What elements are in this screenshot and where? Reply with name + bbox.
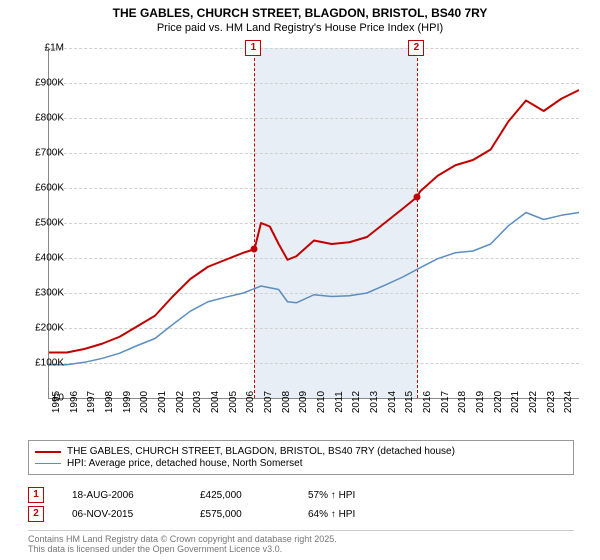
x-tick-label: 2011 [334,391,345,413]
sale-point [414,193,421,200]
x-tick-label: 2019 [475,391,486,413]
sale-date: 06-NOV-2015 [72,509,172,520]
y-tick-label: £100K [20,358,64,369]
footer-line-2: This data is licensed under the Open Gov… [28,544,574,554]
y-tick-label: £1M [20,43,64,54]
series-line [49,90,579,353]
sale-price: £425,000 [200,490,280,501]
x-tick-label: 2001 [157,391,168,413]
x-tick-label: 1997 [86,391,97,413]
sale-delta: 64% ↑ HPI [308,509,355,520]
x-tick-label: 2012 [351,391,362,413]
y-tick-label: £700K [20,148,64,159]
series-line [49,213,579,365]
x-tick-label: 2005 [228,391,239,413]
x-tick-label: 1999 [122,391,133,413]
y-tick-label: £200K [20,323,64,334]
sale-delta: 57% ↑ HPI [308,490,355,501]
footer-line-1: Contains HM Land Registry data © Crown c… [28,534,574,544]
x-tick-label: 1995 [51,391,62,413]
sale-row-marker: 2 [28,506,44,522]
chart-subtitle: Price paid vs. HM Land Registry's House … [0,22,600,38]
y-tick-label: £800K [20,113,64,124]
x-tick-label: 2006 [245,391,256,413]
sale-row-marker: 1 [28,487,44,503]
x-tick-label: 2020 [493,391,504,413]
y-tick-label: £300K [20,288,64,299]
x-tick-label: 2002 [175,391,186,413]
legend-box: THE GABLES, CHURCH STREET, BLAGDON, BRIS… [28,440,574,475]
y-tick-label: £900K [20,78,64,89]
legend-swatch [35,463,61,464]
y-tick-label: £400K [20,253,64,264]
x-tick-label: 1998 [104,391,115,413]
x-tick-label: 2003 [192,391,203,413]
sales-table: 1 18-AUG-2006 £425,000 57% ↑ HPI 2 06-NOV-201… [28,484,355,525]
y-tick-label: £500K [20,218,64,229]
sale-marker-box: 1 [245,40,261,56]
footer-attribution: Contains HM Land Registry data © Crown c… [28,530,574,554]
x-tick-label: 2009 [298,391,309,413]
sale-row: 1 18-AUG-2006 £425,000 57% ↑ HPI [28,487,355,503]
x-tick-label: 2024 [563,391,574,413]
x-tick-label: 2015 [404,391,415,413]
x-tick-label: 2023 [546,391,557,413]
x-tick-label: 2010 [316,391,327,413]
x-tick-label: 2016 [422,391,433,413]
chart-lines [49,48,579,398]
x-tick-label: 2021 [510,391,521,413]
y-tick-label: £600K [20,183,64,194]
legend-swatch [35,451,61,453]
x-tick-label: 2000 [139,391,150,413]
x-tick-label: 2013 [369,391,380,413]
legend-item: THE GABLES, CHURCH STREET, BLAGDON, BRIS… [35,446,567,457]
sale-price: £575,000 [200,509,280,520]
legend-item: HPI: Average price, detached house, Nort… [35,458,567,469]
x-tick-label: 2004 [210,391,221,413]
chart-title: THE GABLES, CHURCH STREET, BLAGDON, BRIS… [0,0,600,22]
x-tick-label: 2007 [263,391,274,413]
x-tick-label: 1996 [69,391,80,413]
legend-label: THE GABLES, CHURCH STREET, BLAGDON, BRIS… [67,446,455,457]
sale-date: 18-AUG-2006 [72,490,172,501]
x-tick-label: 2017 [440,391,451,413]
sale-marker-box: 2 [408,40,424,56]
x-tick-label: 2022 [528,391,539,413]
x-tick-label: 2018 [457,391,468,413]
x-tick-label: 2014 [387,391,398,413]
sale-row: 2 06-NOV-2015 £575,000 64% ↑ HPI [28,506,355,522]
x-tick-label: 2008 [281,391,292,413]
sale-point [251,246,258,253]
legend-label: HPI: Average price, detached house, Nort… [67,458,303,469]
chart-plot-area [48,48,579,399]
